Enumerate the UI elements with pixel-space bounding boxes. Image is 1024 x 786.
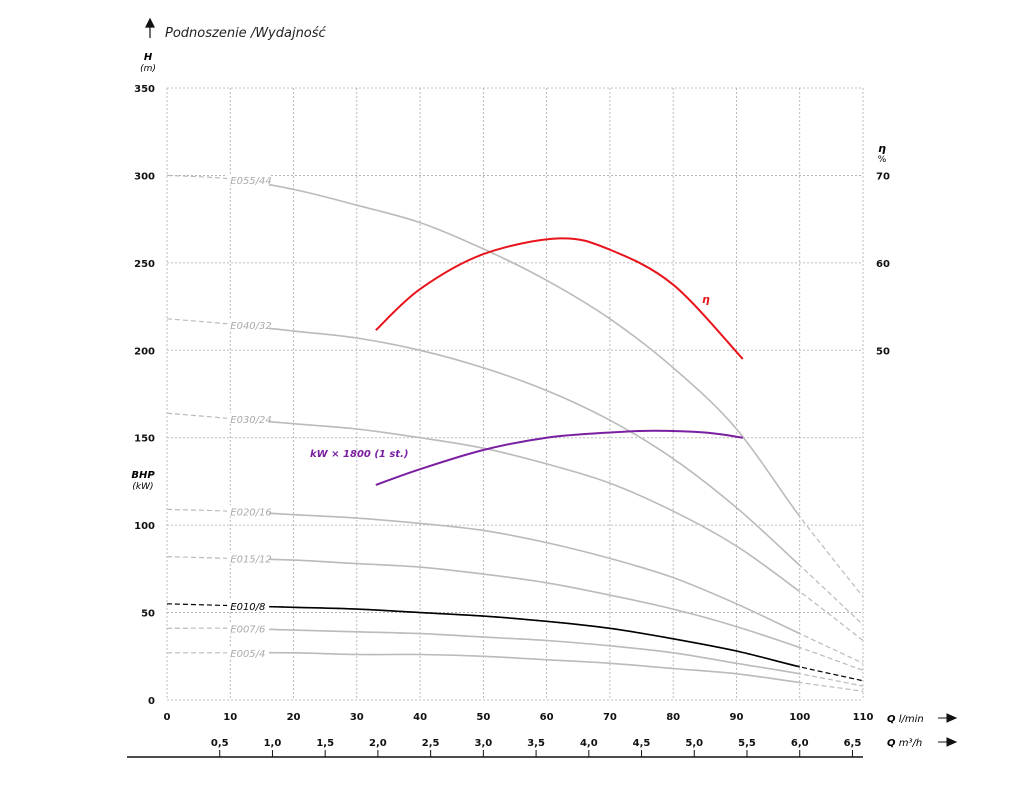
x2-tick-label: 3,5 <box>527 738 545 749</box>
pump-curve <box>268 605 800 668</box>
x-axis-unit: l/min <box>899 714 924 725</box>
pump-curve-dashed <box>166 603 864 682</box>
y2-axis-label: η <box>878 142 886 155</box>
curve-label-bg <box>227 622 270 634</box>
y-axis-unit: (m) <box>140 64 156 74</box>
y-tick-label: 0 <box>148 696 155 707</box>
y-tick-label: 150 <box>134 434 155 445</box>
x2-tick-label: 2,0 <box>369 738 387 749</box>
pump-curve-dashed <box>166 174 864 598</box>
pump-curve-dashed <box>166 508 864 664</box>
x-tick-label: 80 <box>666 712 680 723</box>
y2-tick-label: 60 <box>876 259 890 270</box>
x2-tick-label: 4,0 <box>580 738 598 749</box>
y2-tick-label: 70 <box>876 171 890 182</box>
up-arrow-icon <box>145 17 155 38</box>
chart-title: Podnoszenie /Wydajność <box>165 26 327 41</box>
y-tick-label: 200 <box>134 346 155 357</box>
curve-label: E010/8 <box>230 602 265 613</box>
curve-label: E020/16 <box>230 508 271 519</box>
curve-label: E040/32 <box>230 321 271 332</box>
pump-curve <box>268 512 800 635</box>
curve-label: E007/6 <box>230 624 265 635</box>
right-arrow-icon <box>938 713 958 723</box>
x2-tick-label: 3,0 <box>475 738 493 749</box>
x-axis-q: Q <box>887 714 896 725</box>
x-tick-label: 0 <box>164 712 171 723</box>
curve-label-bg <box>227 646 270 658</box>
y2-axis-unit: % <box>878 155 887 165</box>
efficiency-curve <box>375 237 744 360</box>
x-tick-label: 60 <box>540 712 554 723</box>
curve-label: E005/4 <box>230 649 265 660</box>
x2-tick-label: 5,0 <box>685 738 703 749</box>
curve-label: E030/24 <box>230 415 271 426</box>
x2-tick-label: 6,5 <box>844 738 862 749</box>
pump-curve <box>268 420 800 593</box>
x2-tick-label: 4,5 <box>633 738 651 749</box>
x2-axis-q: Q <box>887 738 896 749</box>
x2-tick-label: 5,5 <box>738 738 756 749</box>
pump-curve <box>268 628 800 675</box>
x-tick-label: 10 <box>223 712 237 723</box>
x-axis-q-label: Q l/min <box>887 714 924 725</box>
x2-tick-label: 2,5 <box>422 738 440 749</box>
right-arrow-icon <box>938 737 958 747</box>
y-tick-label: 350 <box>134 84 155 95</box>
pump-curve <box>268 327 800 567</box>
curve-label-bg <box>227 505 270 517</box>
bhp-unit: (kW) <box>132 482 153 492</box>
curve-label-bg <box>227 413 270 425</box>
eta-curve-label: η <box>702 293 710 306</box>
y-axis-label: H <box>144 52 153 63</box>
x2-axis-q-label: Q m³/h <box>887 738 922 749</box>
y-tick-label: 100 <box>134 521 155 532</box>
curve-label: E055/44 <box>230 176 271 187</box>
pump-curve <box>268 651 800 684</box>
x2-tick-label: 0,5 <box>211 738 229 749</box>
x-tick-label: 40 <box>413 712 427 723</box>
x2-tick-label: 1,0 <box>264 738 282 749</box>
x-tick-label: 30 <box>350 712 364 723</box>
curve-label: E015/12 <box>230 555 271 566</box>
y-tick-label: 250 <box>134 259 155 270</box>
bhp-label: BHP <box>131 470 155 481</box>
pump-curve <box>268 183 800 518</box>
x2-axis-unit: m³/h <box>899 738 922 749</box>
x2-tick-label: 6,0 <box>791 738 809 749</box>
y-tick-label: 50 <box>141 609 155 620</box>
curve-label-bg <box>227 552 270 564</box>
pump-curve <box>268 558 800 649</box>
x-tick-label: 100 <box>789 712 810 723</box>
curve-label-bg <box>227 318 270 330</box>
y-tick-label: 300 <box>134 171 155 182</box>
x-tick-label: 90 <box>729 712 743 723</box>
x-tick-label: 20 <box>287 712 301 723</box>
curve-label-bg <box>227 599 270 611</box>
power-curve <box>375 429 743 486</box>
x-tick-label: 50 <box>476 712 490 723</box>
x-tick-label: 110 <box>853 712 874 723</box>
x2-tick-label: 1,5 <box>316 738 334 749</box>
x-tick-label: 70 <box>603 712 617 723</box>
y2-tick-label: 50 <box>876 346 890 357</box>
curve-label-bg <box>227 173 270 185</box>
power-curve-label: kW × 1800 (1 st.) <box>310 449 408 460</box>
